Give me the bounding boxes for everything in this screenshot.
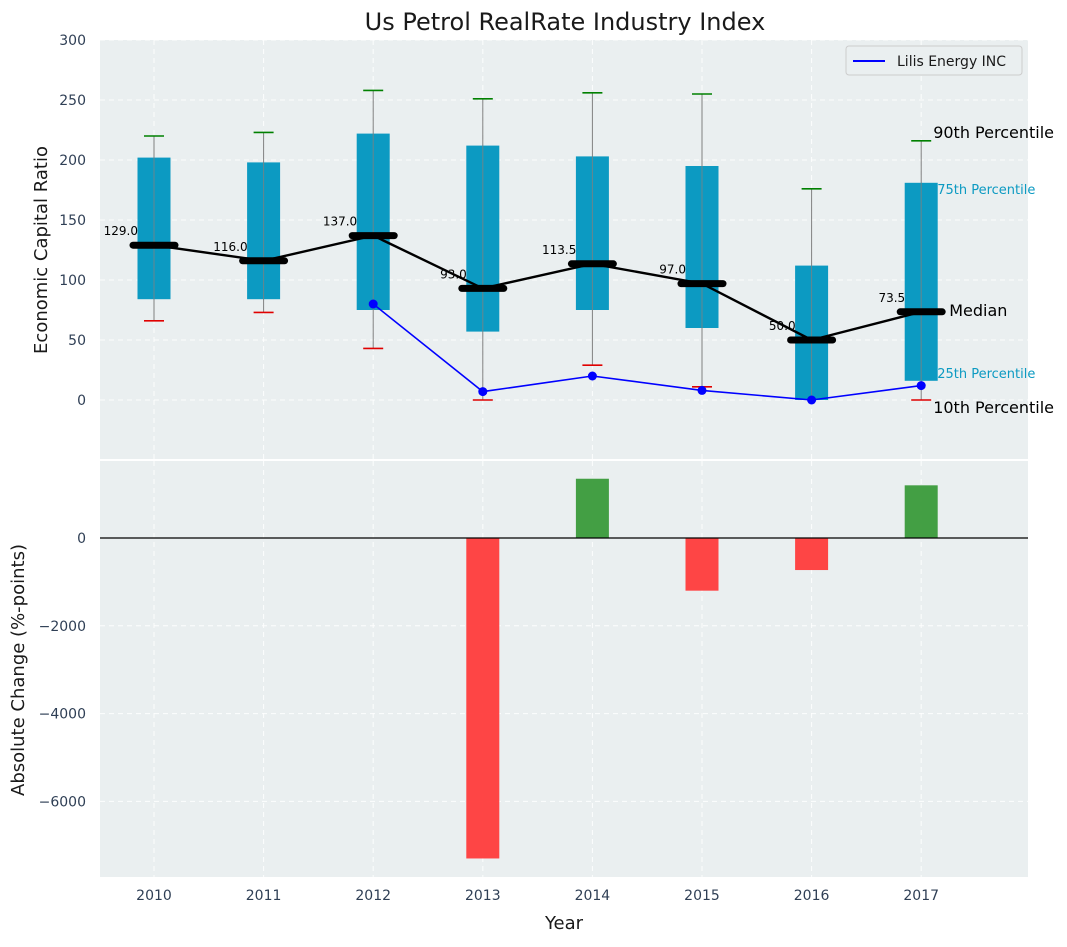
box-plot-group: 129.0 116.0 137.0 93.0 113.5 97.0 50.0 73.5 (104, 89, 946, 401)
bottom-panel-background (100, 461, 1028, 877)
company-point (697, 385, 707, 395)
chart-title: Us Petrol RealRate Industry Index (365, 8, 766, 36)
company-point (916, 381, 926, 391)
bottom-y-tick-label: 0 (77, 531, 86, 547)
company-line (372, 303, 922, 401)
change-bar (685, 538, 719, 591)
median-value-label: 97.0 (659, 263, 686, 277)
median-value-label: 93.0 (440, 267, 467, 281)
x-tick-label: 2013 (465, 888, 501, 904)
median-value-label: 73.5 (878, 291, 905, 305)
company-point (587, 371, 597, 381)
bottom-y-tick-label: −2000 (39, 619, 86, 635)
bottom-y-axis-label: Absolute Change (%-points) (8, 544, 29, 796)
x-tick-label: 2011 (246, 888, 282, 904)
percentile-annotations: 90th Percentile 75th Percentile Median 25th… (933, 123, 1054, 417)
bottom-y-tick-label: −6000 (39, 794, 86, 810)
median-value-label: 137.0 (323, 215, 357, 229)
change-bar (466, 538, 500, 859)
median-value-label: 116.0 (213, 240, 247, 254)
x-tick-label: 2016 (794, 888, 830, 904)
p90-annotation: 90th Percentile (933, 123, 1054, 142)
top-y-tick-label: 0 (77, 393, 86, 409)
x-axis-label: Year (544, 913, 584, 934)
legend-label: Lilis Energy INC (897, 54, 1006, 70)
change-bars-group (466, 478, 938, 859)
p25-annotation: 25th Percentile (937, 367, 1035, 382)
change-bar (795, 538, 829, 571)
median-value-label: 50.0 (769, 319, 796, 333)
median-value-label: 113.5 (542, 243, 576, 257)
company-series-group (368, 299, 926, 405)
company-point (807, 395, 817, 405)
company-point (368, 299, 378, 309)
x-axis-ticks: 2010 2011 2012 2013 2014 2015 2016 2017 (136, 888, 939, 904)
x-tick-label: 2014 (575, 888, 611, 904)
top-y-tick-label: 50 (68, 333, 86, 349)
x-tick-label: 2017 (903, 888, 939, 904)
top-y-tick-label: 150 (59, 213, 86, 229)
top-y-tick-label: 300 (59, 33, 86, 49)
change-bar (904, 485, 938, 538)
top-y-tick-label: 100 (59, 273, 86, 289)
x-tick-label: 2015 (684, 888, 720, 904)
x-tick-label: 2010 (136, 888, 172, 904)
p10-annotation: 10th Percentile (933, 398, 1054, 417)
x-tick-label: 2012 (355, 888, 391, 904)
top-y-axis-label: Economic Capital Ratio (31, 146, 52, 354)
median-annotation: Median (949, 301, 1007, 320)
top-y-tick-label: 200 (59, 153, 86, 169)
company-point (478, 387, 488, 397)
legend-box (845, 45, 1023, 76)
p75-annotation: 75th Percentile (937, 183, 1035, 198)
top-panel-y-ticks: 0 50 100 150 200 250 300 (59, 33, 86, 409)
legend: Lilis Energy INC (845, 45, 1023, 76)
top-y-tick-label: 250 (59, 93, 86, 109)
bottom-panel-y-ticks: 0 −2000 −4000 −6000 (39, 531, 86, 810)
median-value-label: 129.0 (104, 224, 138, 238)
change-bar (575, 478, 609, 538)
median-trend-line (153, 234, 922, 342)
bottom-y-tick-label: −4000 (39, 707, 86, 723)
